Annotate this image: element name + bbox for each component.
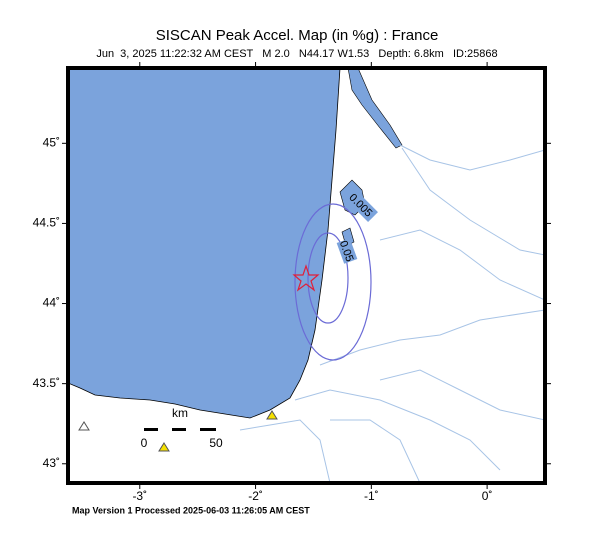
scale-unit: km bbox=[172, 406, 188, 420]
scale-start: 0 bbox=[141, 436, 148, 450]
y-tick-label: 45˚ bbox=[43, 135, 60, 149]
y-tick-label: 43.5˚ bbox=[33, 376, 60, 390]
river bbox=[401, 147, 545, 256]
contour-label-box bbox=[344, 188, 378, 222]
axes: -3˚ -2˚ -1˚ 0˚ 45˚ 44.5˚ 44˚ 43.5˚ 43˚ bbox=[33, 62, 551, 503]
contour bbox=[294, 203, 372, 361]
ocean bbox=[68, 68, 341, 419]
station bbox=[266, 410, 278, 420]
y-tick-label: 43˚ bbox=[43, 456, 60, 470]
x-tick-label: 0˚ bbox=[482, 489, 493, 503]
river bbox=[379, 229, 545, 301]
subtitle: Jun 3, 2025 11:22:32 AM CEST M 2.0 N44.1… bbox=[96, 48, 497, 60]
river bbox=[294, 389, 501, 471]
station bbox=[158, 442, 170, 452]
contour bbox=[307, 232, 349, 324]
gironde bbox=[347, 68, 403, 149]
title: SISCAN Peak Accel. Map (in %g) : France bbox=[156, 27, 439, 44]
y-tick-label: 44˚ bbox=[43, 296, 60, 310]
x-tick-label: -1˚ bbox=[364, 489, 379, 503]
river bbox=[399, 144, 545, 171]
epicenter bbox=[292, 264, 320, 292]
river bbox=[330, 419, 421, 483]
footer: Map Version 1 Processed 2025-06-03 11:26… bbox=[72, 505, 310, 515]
map-area: 0.005 0.05 km 0 50 bbox=[68, 68, 545, 483]
river bbox=[319, 309, 545, 366]
river bbox=[379, 369, 545, 421]
contour-label-box bbox=[336, 238, 358, 264]
scale-end: 50 bbox=[209, 436, 223, 450]
scale-bar: km 0 50 bbox=[141, 406, 223, 450]
station bbox=[78, 421, 90, 431]
x-tick-label: -3˚ bbox=[132, 489, 147, 503]
river bbox=[239, 419, 331, 483]
x-tick-label: -2˚ bbox=[248, 489, 263, 503]
map-frame bbox=[66, 66, 547, 485]
y-tick-label: 44.5˚ bbox=[33, 216, 60, 230]
